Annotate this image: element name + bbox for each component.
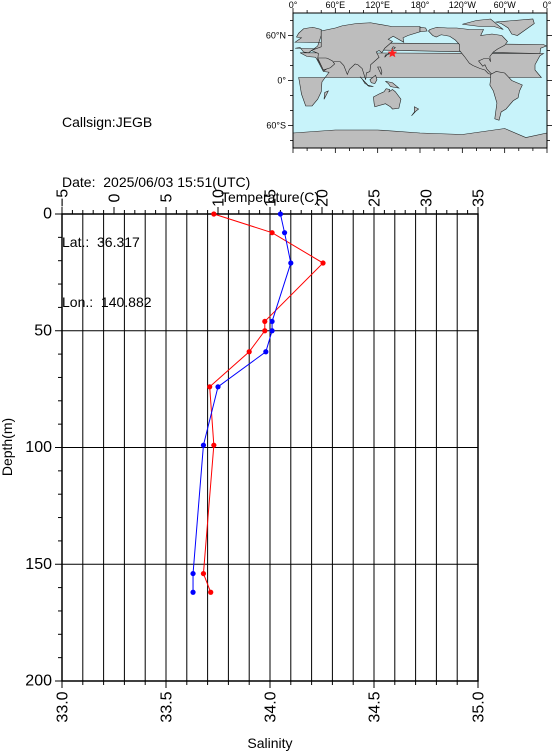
- temperature-tick-label: 35: [471, 189, 488, 207]
- temperature-tick-label: 5: [159, 193, 176, 202]
- depth-tick-label: 200: [25, 673, 52, 690]
- grid-lines: [62, 214, 478, 681]
- date-text: Date: 2025/06/03 15:51(UTC): [62, 174, 251, 190]
- salinity-point: [288, 260, 294, 266]
- world-map-inset: 0° 60°E 120°E 180° 120°W 60°W 0° 60°N 0° 60°S: [266, 0, 552, 153]
- salinity-point: [269, 318, 275, 325]
- salinity-point: [281, 230, 288, 236]
- land-borneo: [369, 74, 378, 84]
- map-lon-label: 180°: [411, 0, 430, 10]
- salinity-tick-label: 34.5: [367, 691, 384, 722]
- latitude-text: Lat.: 36.317: [62, 234, 140, 250]
- land-canadian-arctic: [462, 18, 504, 30]
- map-lon-label: 120°E: [365, 0, 390, 10]
- temperature-tick-label: −5: [55, 189, 72, 207]
- land-sumatra: [359, 76, 369, 86]
- land-philippines: [377, 66, 383, 76]
- map-lon-labels: 0° 60°E 120°E 180° 120°W 60°W 0°: [289, 0, 552, 10]
- series-temperature: [200, 211, 326, 595]
- salinity-tick-labels: 33.0 33.5 34.0 34.5 35.0: [55, 691, 488, 722]
- map-lon-label: 0°: [289, 0, 298, 10]
- salinity-point: [277, 211, 283, 217]
- salinity-point: [190, 570, 196, 577]
- land-madagascar: [323, 90, 329, 100]
- map-lon-label: 60°E: [326, 0, 346, 10]
- station-star-icon: [387, 48, 398, 58]
- salinity-axis-label: Salinity: [247, 735, 292, 751]
- temperature-point: [208, 589, 214, 595]
- temperature-point: [320, 260, 326, 266]
- land-north-america: [428, 26, 508, 75]
- temperature-tick-label: 20: [315, 189, 332, 207]
- land-arabia: [317, 57, 336, 71]
- longitude-text: Lon.: 140.882: [62, 294, 152, 310]
- temperature-point: [211, 442, 217, 448]
- map-land: [292, 18, 548, 149]
- temperature-point: [246, 349, 252, 355]
- land-new-zealand: [411, 106, 420, 116]
- land-java: [366, 84, 374, 87]
- depth-tick-label: 100: [25, 439, 52, 456]
- salinity-point: [263, 349, 269, 355]
- salinity-tick-label: 33.5: [159, 691, 176, 722]
- series-layer: [190, 211, 326, 595]
- temperature-point: [200, 570, 207, 577]
- map-lat-label: 60°N: [266, 31, 286, 41]
- salinity-tick-label: 33.0: [55, 691, 72, 722]
- map-lat-label: 60°S: [266, 121, 286, 131]
- land-chukotka: [419, 26, 428, 33]
- map-lat-labels: 60°N 0° 60°S: [266, 31, 287, 131]
- land-eurasia-east: [310, 22, 421, 80]
- land-hokkaido: [391, 46, 396, 50]
- land-greenland: [495, 18, 535, 36]
- temperature-point: [207, 384, 213, 390]
- temperature-point: [262, 328, 268, 334]
- depth-axis-label: Depth(m): [0, 418, 15, 476]
- salinity-point: [200, 442, 207, 448]
- map-lon-label: 60°W: [494, 0, 517, 10]
- temperature-tick-label: 0: [107, 193, 124, 202]
- depth-tick-label: 50: [34, 322, 52, 339]
- map-ticks: [288, 8, 552, 153]
- salinity-line: [192, 213, 292, 593]
- temperature-tick-labels: −5 0 5 10 15 20 25 30 35: [55, 189, 488, 207]
- salinity-tick-label: 35.0: [471, 691, 488, 722]
- callsign-text: Callsign:JEGB: [62, 114, 153, 130]
- salinity-point: [190, 589, 196, 595]
- temperature-tick-label: 25: [367, 189, 384, 207]
- land-australia: [373, 88, 402, 110]
- salinity-tick-label: 34.0: [263, 691, 280, 722]
- temperature-axis-label: Temperature(C): [221, 189, 319, 205]
- cast-info: Callsign:JEGB Date: 2025/06/03 15:51(UTC…: [62, 72, 250, 332]
- depth-tick-labels: 0 50 100 150 200: [25, 206, 52, 690]
- land-south-america: [489, 71, 523, 121]
- map-lat-label: 0°: [277, 76, 286, 86]
- axis-ticks: [55, 207, 479, 688]
- series-salinity: [190, 211, 294, 595]
- map-lon-label: 0°: [543, 0, 552, 10]
- salinity-point: [269, 328, 275, 334]
- depth-tick-label: 0: [43, 206, 52, 223]
- temperature-tick-label: 10: [211, 189, 228, 207]
- temperature-tick-label: 15: [263, 189, 280, 207]
- map-lon-label: 120°W: [449, 0, 477, 10]
- depth-tick-label: 150: [25, 556, 52, 573]
- temperature-line: [202, 213, 324, 593]
- profile-plot: −5 0 5 10 15 20 25 30 35 33.0 33.5 34.0 34.5 35.0 05…: [0, 189, 488, 751]
- temperature-point: [211, 211, 217, 217]
- temperature-point: [262, 318, 268, 325]
- station-marker: [387, 48, 398, 58]
- salinity-point: [215, 384, 221, 390]
- temperature-point: [269, 230, 275, 236]
- land-new-guinea: [385, 80, 400, 89]
- temperature-tick-label: 30: [419, 189, 436, 207]
